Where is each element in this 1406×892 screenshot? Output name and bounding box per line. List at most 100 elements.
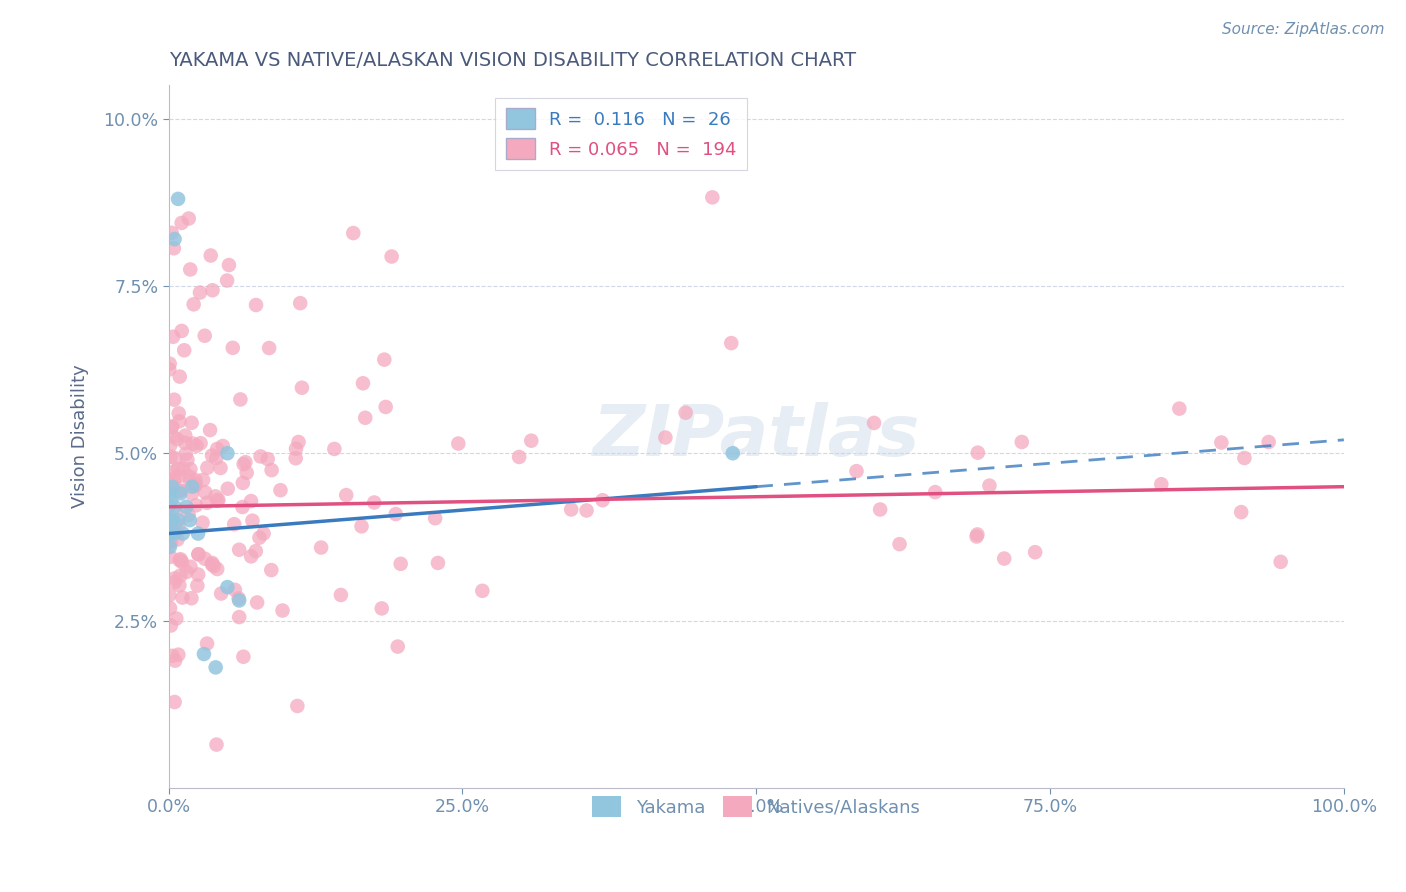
Point — [173, 343, 195, 358]
Point — [222, 341, 245, 355]
Point — [285, 698, 308, 713]
Point — [363, 495, 385, 509]
Point — [211, 439, 233, 453]
Point — [508, 450, 530, 464]
Point — [172, 591, 194, 605]
Point — [172, 461, 194, 475]
Point — [575, 503, 598, 517]
Point — [373, 352, 395, 367]
Point — [654, 430, 676, 444]
Point — [163, 526, 186, 541]
Point — [350, 519, 373, 533]
Point — [384, 507, 406, 521]
Point — [260, 563, 283, 577]
Point — [271, 603, 294, 617]
Point — [165, 505, 187, 519]
Text: YAKAMA VS NATIVE/ALASKAN VISION DISABILITY CORRELATION CHART: YAKAMA VS NATIVE/ALASKAN VISION DISABILI… — [169, 51, 856, 70]
Point — [201, 449, 224, 463]
Point — [209, 461, 232, 475]
Point — [218, 258, 240, 272]
Point — [159, 534, 181, 549]
Point — [217, 580, 239, 594]
Point — [176, 452, 198, 467]
Point — [186, 499, 208, 513]
Point — [284, 451, 307, 466]
Point — [187, 547, 209, 561]
Point — [166, 533, 188, 547]
Point — [165, 654, 187, 668]
Point — [845, 464, 868, 478]
Point — [889, 537, 911, 551]
Point — [170, 324, 193, 338]
Point — [242, 514, 264, 528]
Point — [167, 406, 190, 420]
Point — [160, 524, 183, 539]
Point — [179, 475, 201, 489]
Point — [181, 436, 204, 450]
Point — [183, 297, 205, 311]
Point — [354, 410, 377, 425]
Point — [163, 500, 186, 514]
Point — [159, 357, 181, 371]
Point — [381, 250, 404, 264]
Point — [169, 483, 191, 498]
Point — [162, 465, 184, 479]
Point — [232, 457, 254, 471]
Point — [720, 336, 742, 351]
Point — [194, 485, 217, 500]
Point — [169, 568, 191, 582]
Legend: Yakama, Natives/Alaskans: Yakama, Natives/Alaskans — [585, 789, 928, 824]
Point — [224, 517, 246, 532]
Point — [209, 586, 232, 600]
Point — [323, 442, 346, 456]
Point — [290, 296, 312, 310]
Point — [471, 583, 494, 598]
Point — [170, 555, 193, 569]
Point — [167, 462, 190, 476]
Point — [165, 517, 187, 532]
Point — [187, 526, 209, 541]
Point — [966, 527, 988, 541]
Point — [162, 419, 184, 434]
Point — [1211, 435, 1233, 450]
Point — [187, 567, 209, 582]
Point — [170, 216, 193, 230]
Point — [202, 559, 225, 574]
Point — [191, 473, 214, 487]
Point — [309, 541, 332, 555]
Point — [169, 483, 191, 498]
Point — [217, 273, 239, 287]
Point — [180, 559, 202, 574]
Point — [675, 406, 697, 420]
Point — [201, 556, 224, 570]
Point — [966, 529, 988, 543]
Point — [160, 480, 183, 494]
Point — [179, 513, 201, 527]
Point — [863, 416, 886, 430]
Point — [1230, 505, 1253, 519]
Point — [387, 640, 409, 654]
Point — [352, 376, 374, 391]
Point — [205, 738, 228, 752]
Point — [180, 486, 202, 500]
Point — [174, 447, 197, 461]
Point — [229, 392, 252, 407]
Point — [702, 190, 724, 204]
Point — [174, 435, 197, 450]
Point — [163, 392, 186, 407]
Point — [163, 695, 186, 709]
Point — [195, 460, 218, 475]
Point — [179, 469, 201, 483]
Point — [162, 429, 184, 443]
Point — [160, 535, 183, 549]
Point — [186, 579, 208, 593]
Point — [204, 489, 226, 503]
Point — [235, 466, 257, 480]
Point — [426, 556, 449, 570]
Point — [1233, 450, 1256, 465]
Point — [188, 285, 211, 300]
Point — [157, 362, 180, 376]
Point — [176, 500, 198, 514]
Point — [374, 400, 396, 414]
Y-axis label: Vision Disability: Vision Disability — [72, 365, 89, 508]
